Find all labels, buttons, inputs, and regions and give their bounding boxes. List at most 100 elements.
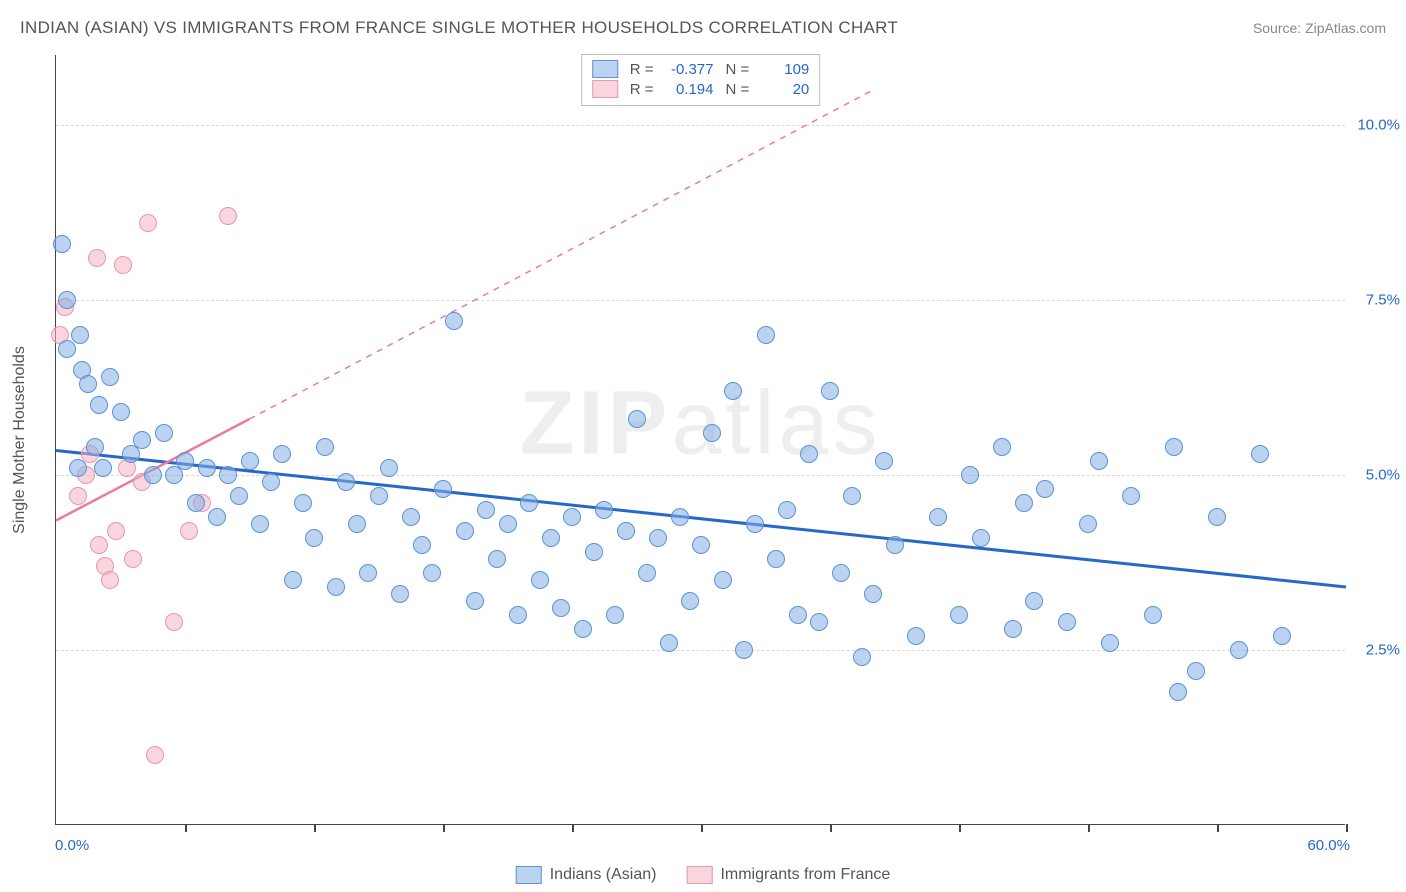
scatter-point-blue: [595, 501, 613, 519]
scatter-point-blue: [617, 522, 635, 540]
x-tick: [959, 824, 961, 832]
scatter-point-blue: [144, 466, 162, 484]
scatter-point-blue: [520, 494, 538, 512]
scatter-point-blue: [1025, 592, 1043, 610]
scatter-point-blue: [499, 515, 517, 533]
scatter-point-blue: [69, 459, 87, 477]
scatter-point-blue: [810, 613, 828, 631]
scatter-point-blue: [1169, 683, 1187, 701]
scatter-point-pink: [114, 256, 132, 274]
y-tick-label: 2.5%: [1350, 642, 1400, 659]
chart-container: INDIAN (ASIAN) VS IMMIGRANTS FROM FRANCE…: [0, 0, 1406, 892]
stats-row-pink: R = 0.194 N = 20: [592, 79, 810, 99]
legend-item-blue: Indians (Asian): [516, 866, 657, 884]
scatter-point-blue: [58, 340, 76, 358]
x-tick: [572, 824, 574, 832]
scatter-point-blue: [703, 424, 721, 442]
title-bar: INDIAN (ASIAN) VS IMMIGRANTS FROM FRANCE…: [20, 18, 1386, 38]
x-tick: [830, 824, 832, 832]
scatter-point-blue: [746, 515, 764, 533]
scatter-point-blue: [563, 508, 581, 526]
scatter-point-blue: [402, 508, 420, 526]
scatter-point-blue: [789, 606, 807, 624]
stat-r-blue: -0.377: [662, 61, 714, 78]
scatter-point-blue: [531, 571, 549, 589]
scatter-point-blue: [542, 529, 560, 547]
blue-trend-line: [56, 451, 1346, 588]
pink-trend-line-dashed: [250, 90, 874, 419]
x-tick: [1217, 824, 1219, 832]
y-axis-title: Single Mother Households: [11, 346, 29, 534]
scatter-point-blue: [316, 438, 334, 456]
chart-title: INDIAN (ASIAN) VS IMMIGRANTS FROM FRANCE…: [20, 18, 898, 38]
scatter-point-blue: [1015, 494, 1033, 512]
x-tick: [443, 824, 445, 832]
gridline: [56, 475, 1345, 476]
scatter-point-blue: [649, 529, 667, 547]
scatter-point-blue: [187, 494, 205, 512]
scatter-point-blue: [53, 235, 71, 253]
scatter-point-blue: [284, 571, 302, 589]
scatter-point-blue: [337, 473, 355, 491]
scatter-point-blue: [864, 585, 882, 603]
scatter-point-blue: [380, 459, 398, 477]
scatter-point-blue: [133, 431, 151, 449]
gridline: [56, 125, 1345, 126]
scatter-point-blue: [488, 550, 506, 568]
scatter-point-blue: [681, 592, 699, 610]
scatter-point-blue: [112, 403, 130, 421]
gridline: [56, 300, 1345, 301]
scatter-point-blue: [58, 291, 76, 309]
scatter-point-blue: [305, 529, 323, 547]
scatter-point-blue: [359, 564, 377, 582]
scatter-point-blue: [714, 571, 732, 589]
scatter-point-pink: [139, 214, 157, 232]
x-tick: [314, 824, 316, 832]
scatter-point-blue: [423, 564, 441, 582]
scatter-point-blue: [327, 578, 345, 596]
scatter-point-blue: [477, 501, 495, 519]
scatter-point-pink: [88, 249, 106, 267]
scatter-point-blue: [86, 438, 104, 456]
scatter-point-pink: [180, 522, 198, 540]
scatter-point-blue: [950, 606, 968, 624]
scatter-point-blue: [671, 508, 689, 526]
scatter-point-blue: [466, 592, 484, 610]
gridline: [56, 650, 1345, 651]
scatter-point-pink: [101, 571, 119, 589]
scatter-point-blue: [391, 585, 409, 603]
x-tick: [1346, 824, 1348, 832]
scatter-point-blue: [660, 634, 678, 652]
scatter-point-pink: [69, 487, 87, 505]
x-tick: [701, 824, 703, 832]
scatter-point-blue: [993, 438, 1011, 456]
scatter-point-blue: [90, 396, 108, 414]
x-tick: [185, 824, 187, 832]
scatter-point-blue: [71, 326, 89, 344]
scatter-point-blue: [1187, 662, 1205, 680]
stat-n-pink: 20: [757, 81, 809, 98]
scatter-point-blue: [628, 410, 646, 428]
scatter-point-blue: [241, 452, 259, 470]
scatter-point-blue: [413, 536, 431, 554]
scatter-point-blue: [1101, 634, 1119, 652]
scatter-point-blue: [821, 382, 839, 400]
scatter-point-blue: [735, 641, 753, 659]
scatter-point-blue: [1036, 480, 1054, 498]
scatter-point-blue: [972, 529, 990, 547]
scatter-point-blue: [1122, 487, 1140, 505]
watermark-light: atlas: [671, 374, 881, 474]
scatter-point-pink: [107, 522, 125, 540]
x-tick: [1088, 824, 1090, 832]
scatter-point-blue: [348, 515, 366, 533]
scatter-point-blue: [1144, 606, 1162, 624]
scatter-point-blue: [262, 473, 280, 491]
scatter-point-blue: [1004, 620, 1022, 638]
x-axis-max-label: 60.0%: [1307, 837, 1350, 854]
scatter-point-blue: [757, 326, 775, 344]
scatter-point-blue: [155, 424, 173, 442]
y-tick-label: 10.0%: [1350, 117, 1400, 134]
stat-n-label: N =: [726, 61, 750, 78]
scatter-point-pink: [219, 207, 237, 225]
scatter-point-blue: [1208, 508, 1226, 526]
